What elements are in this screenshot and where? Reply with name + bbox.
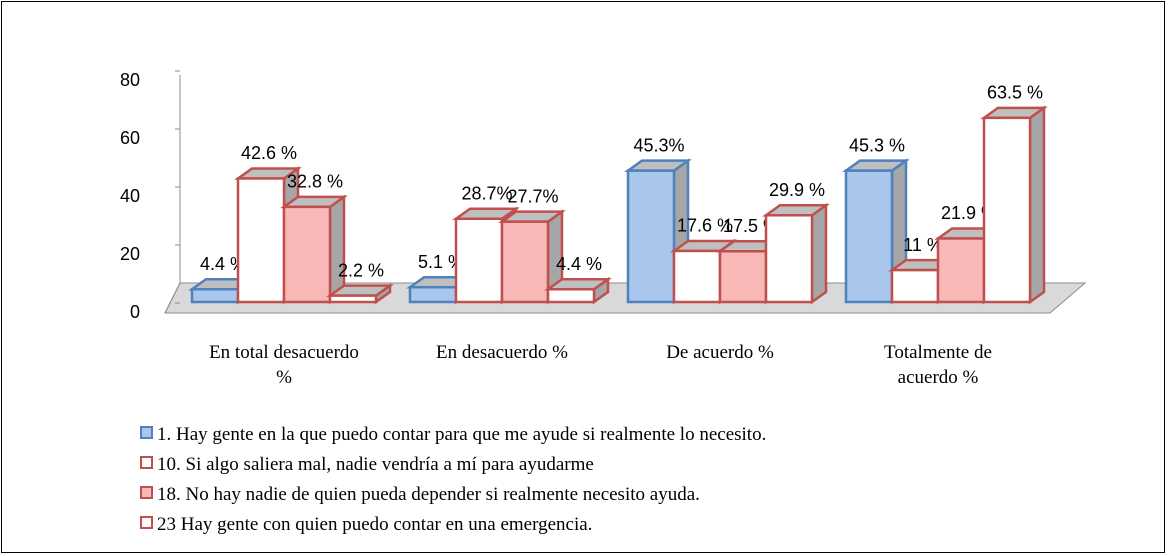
- data-label: 45.3 %: [849, 135, 905, 155]
- data-label: 32.8 %: [287, 172, 343, 192]
- bar: [282, 205, 332, 304]
- data-label: 63.5 %: [987, 83, 1043, 103]
- bar: [500, 220, 550, 304]
- bar: [190, 287, 240, 304]
- y-tick-label: 80: [120, 70, 140, 90]
- data-label: 29.9 %: [769, 180, 825, 200]
- legend-entry: 1. Hay gente en la que puedo contar para…: [140, 424, 766, 446]
- data-label: 11 %: [903, 235, 943, 255]
- bar: [936, 237, 986, 304]
- legend-swatch: [140, 426, 153, 439]
- bar: [718, 250, 768, 304]
- x-tick-label: De acuerdo %: [666, 342, 774, 363]
- bar: [890, 268, 940, 304]
- data-label: 28.7%: [461, 184, 512, 204]
- bar: [328, 294, 378, 304]
- y-tick-label: 20: [120, 244, 140, 264]
- legend-label: 10. Si algo saliera mal, nadie vendría a…: [157, 454, 594, 475]
- legend-swatch: [140, 456, 153, 469]
- y-axis: [164, 75, 181, 314]
- bar: [672, 249, 722, 304]
- bar: [982, 116, 1032, 304]
- data-label: 4.4 %: [200, 254, 246, 274]
- bar: [626, 169, 676, 304]
- legend-label: 1. Hay gente en la que puedo contar para…: [157, 424, 767, 445]
- legend-swatch: [140, 516, 153, 529]
- legend-swatch: [140, 486, 153, 499]
- bar: [546, 287, 596, 304]
- bar-side: [1028, 105, 1046, 305]
- data-label: 42.6 %: [241, 143, 297, 163]
- data-label: 4.4 %: [556, 254, 602, 274]
- legend-label: 18. No hay nadie de quien pueda depender…: [157, 484, 700, 505]
- legend-entry: 18. No hay nadie de quien pueda depender…: [140, 484, 700, 506]
- y-tick-label: 60: [120, 128, 140, 148]
- legend-entry: 10. Si algo saliera mal, nadie vendría a…: [140, 454, 594, 476]
- bar: [408, 285, 458, 304]
- legend-entry: 23 Hay gente con quien puedo contar en u…: [140, 514, 592, 536]
- data-label: 27.7%: [507, 186, 558, 206]
- y-tick-label: 0: [130, 302, 140, 322]
- x-tick-label: Totalmente de acuerdo %: [884, 342, 992, 388]
- data-label: 5.1 %: [418, 252, 464, 272]
- x-tick-label: En total desacuerdo %: [209, 342, 359, 388]
- x-tick-label: En desacuerdo %: [436, 342, 568, 363]
- bar-side: [810, 202, 828, 305]
- y-tick-label: 40: [120, 186, 140, 206]
- legend-label: 23 Hay gente con quien puedo contar en u…: [157, 514, 593, 535]
- data-label: 2.2 %: [338, 260, 384, 280]
- data-label: 45.3%: [633, 135, 684, 155]
- data-label: 17.6 %: [677, 216, 733, 236]
- bar: [454, 217, 504, 304]
- bar: [236, 177, 286, 304]
- bar: [764, 214, 814, 304]
- bar: [844, 169, 894, 304]
